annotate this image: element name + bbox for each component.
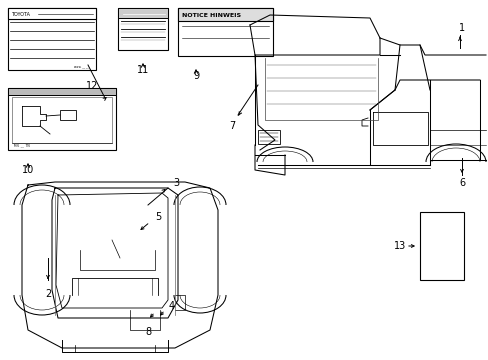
Bar <box>8 8 96 19</box>
Bar <box>118 8 168 18</box>
Bar <box>258 130 280 144</box>
Bar <box>8 88 116 95</box>
Text: 4: 4 <box>168 301 175 311</box>
Text: NOTICE HINWEIS: NOTICE HINWEIS <box>182 13 241 18</box>
Text: 5: 5 <box>155 212 161 222</box>
Text: 10: 10 <box>22 165 34 175</box>
Bar <box>178 8 272 21</box>
Text: 3: 3 <box>173 178 179 188</box>
Text: TOYOTA: TOYOTA <box>11 12 30 17</box>
Bar <box>419 212 463 280</box>
Text: 7: 7 <box>228 121 235 131</box>
Text: MN  __  TN: MN __ TN <box>14 143 30 147</box>
Bar <box>178 8 272 56</box>
Text: 1: 1 <box>458 23 464 33</box>
Text: 2: 2 <box>45 289 51 299</box>
Bar <box>8 88 116 150</box>
Bar <box>12 97 112 143</box>
Bar <box>60 110 76 120</box>
Text: 11: 11 <box>137 65 149 75</box>
Bar <box>118 8 168 50</box>
Text: 13: 13 <box>393 241 406 251</box>
Text: 9: 9 <box>193 71 199 81</box>
Text: 6: 6 <box>458 178 464 188</box>
Text: 8: 8 <box>144 327 151 337</box>
Text: 12: 12 <box>85 81 98 91</box>
Bar <box>8 8 96 70</box>
Text: www. __ __: www. __ __ <box>74 64 88 68</box>
